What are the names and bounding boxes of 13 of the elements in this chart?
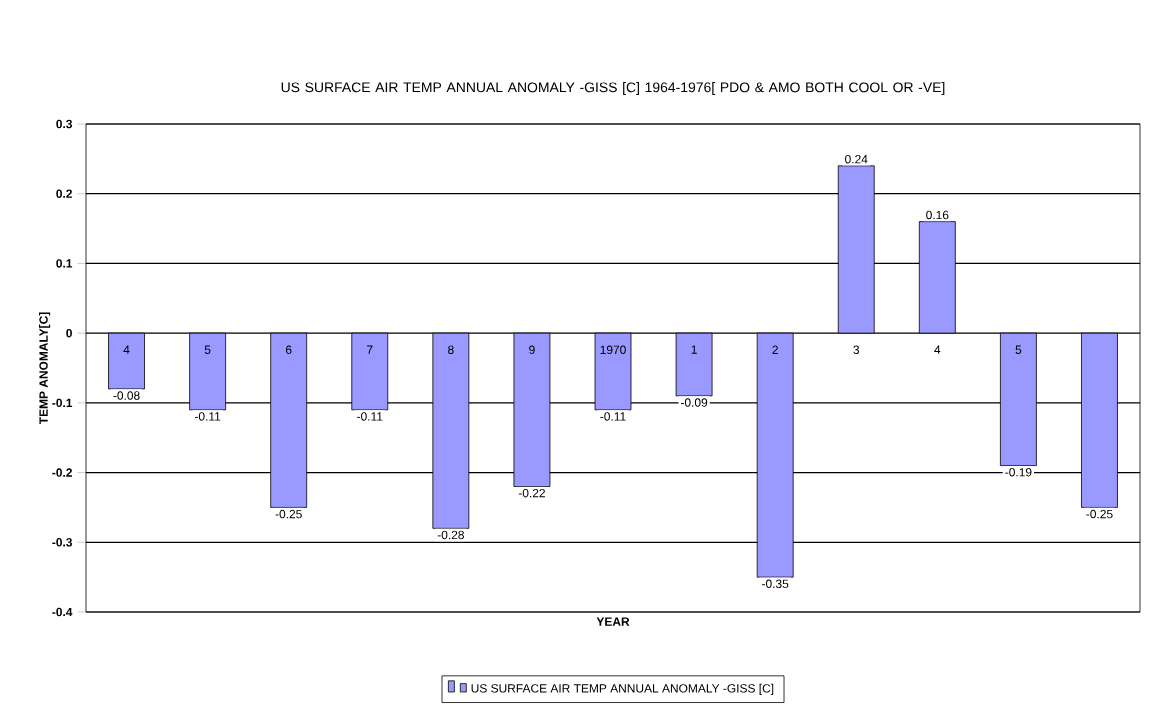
bar: [432, 332, 470, 529]
bar: [351, 332, 389, 411]
bar: [1000, 332, 1037, 466]
bar: [513, 332, 551, 487]
bar: [270, 332, 308, 508]
bar: [594, 332, 632, 411]
bar: [1081, 332, 1118, 508]
bar: [108, 332, 145, 390]
bar: [189, 332, 227, 411]
bar: [756, 332, 794, 578]
bar: [675, 332, 713, 397]
bar: [837, 165, 875, 334]
bar: [918, 221, 956, 334]
